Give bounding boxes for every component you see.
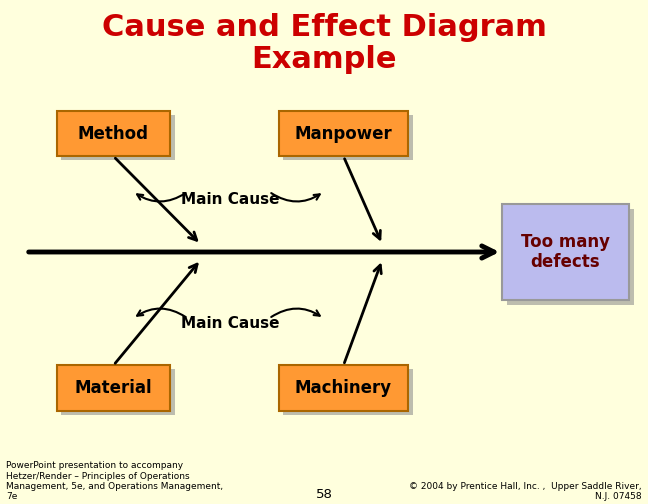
FancyBboxPatch shape [283, 115, 413, 160]
FancyBboxPatch shape [507, 209, 634, 305]
FancyBboxPatch shape [61, 369, 174, 415]
FancyBboxPatch shape [57, 111, 170, 156]
Text: Machinery: Machinery [295, 379, 392, 397]
FancyBboxPatch shape [279, 365, 408, 411]
Text: © 2004 by Prentice Hall, Inc. ,  Upper Saddle River,
N.J. 07458: © 2004 by Prentice Hall, Inc. , Upper Sa… [409, 482, 642, 501]
FancyBboxPatch shape [283, 369, 413, 415]
Text: PowerPoint presentation to accompany
Hetzer/Render – Principles of Operations
Ma: PowerPoint presentation to accompany Het… [6, 461, 224, 501]
Text: Too many
defects: Too many defects [521, 233, 610, 271]
FancyBboxPatch shape [57, 365, 170, 411]
Text: Main Cause: Main Cause [181, 316, 279, 331]
Text: Material: Material [75, 379, 152, 397]
Text: Main Cause: Main Cause [181, 192, 279, 207]
Text: Manpower: Manpower [295, 124, 392, 143]
FancyBboxPatch shape [61, 115, 174, 160]
FancyBboxPatch shape [502, 204, 629, 300]
Text: Method: Method [78, 124, 149, 143]
Text: 58: 58 [316, 488, 332, 501]
FancyBboxPatch shape [279, 111, 408, 156]
Text: Cause and Effect Diagram
Example: Cause and Effect Diagram Example [102, 13, 546, 74]
